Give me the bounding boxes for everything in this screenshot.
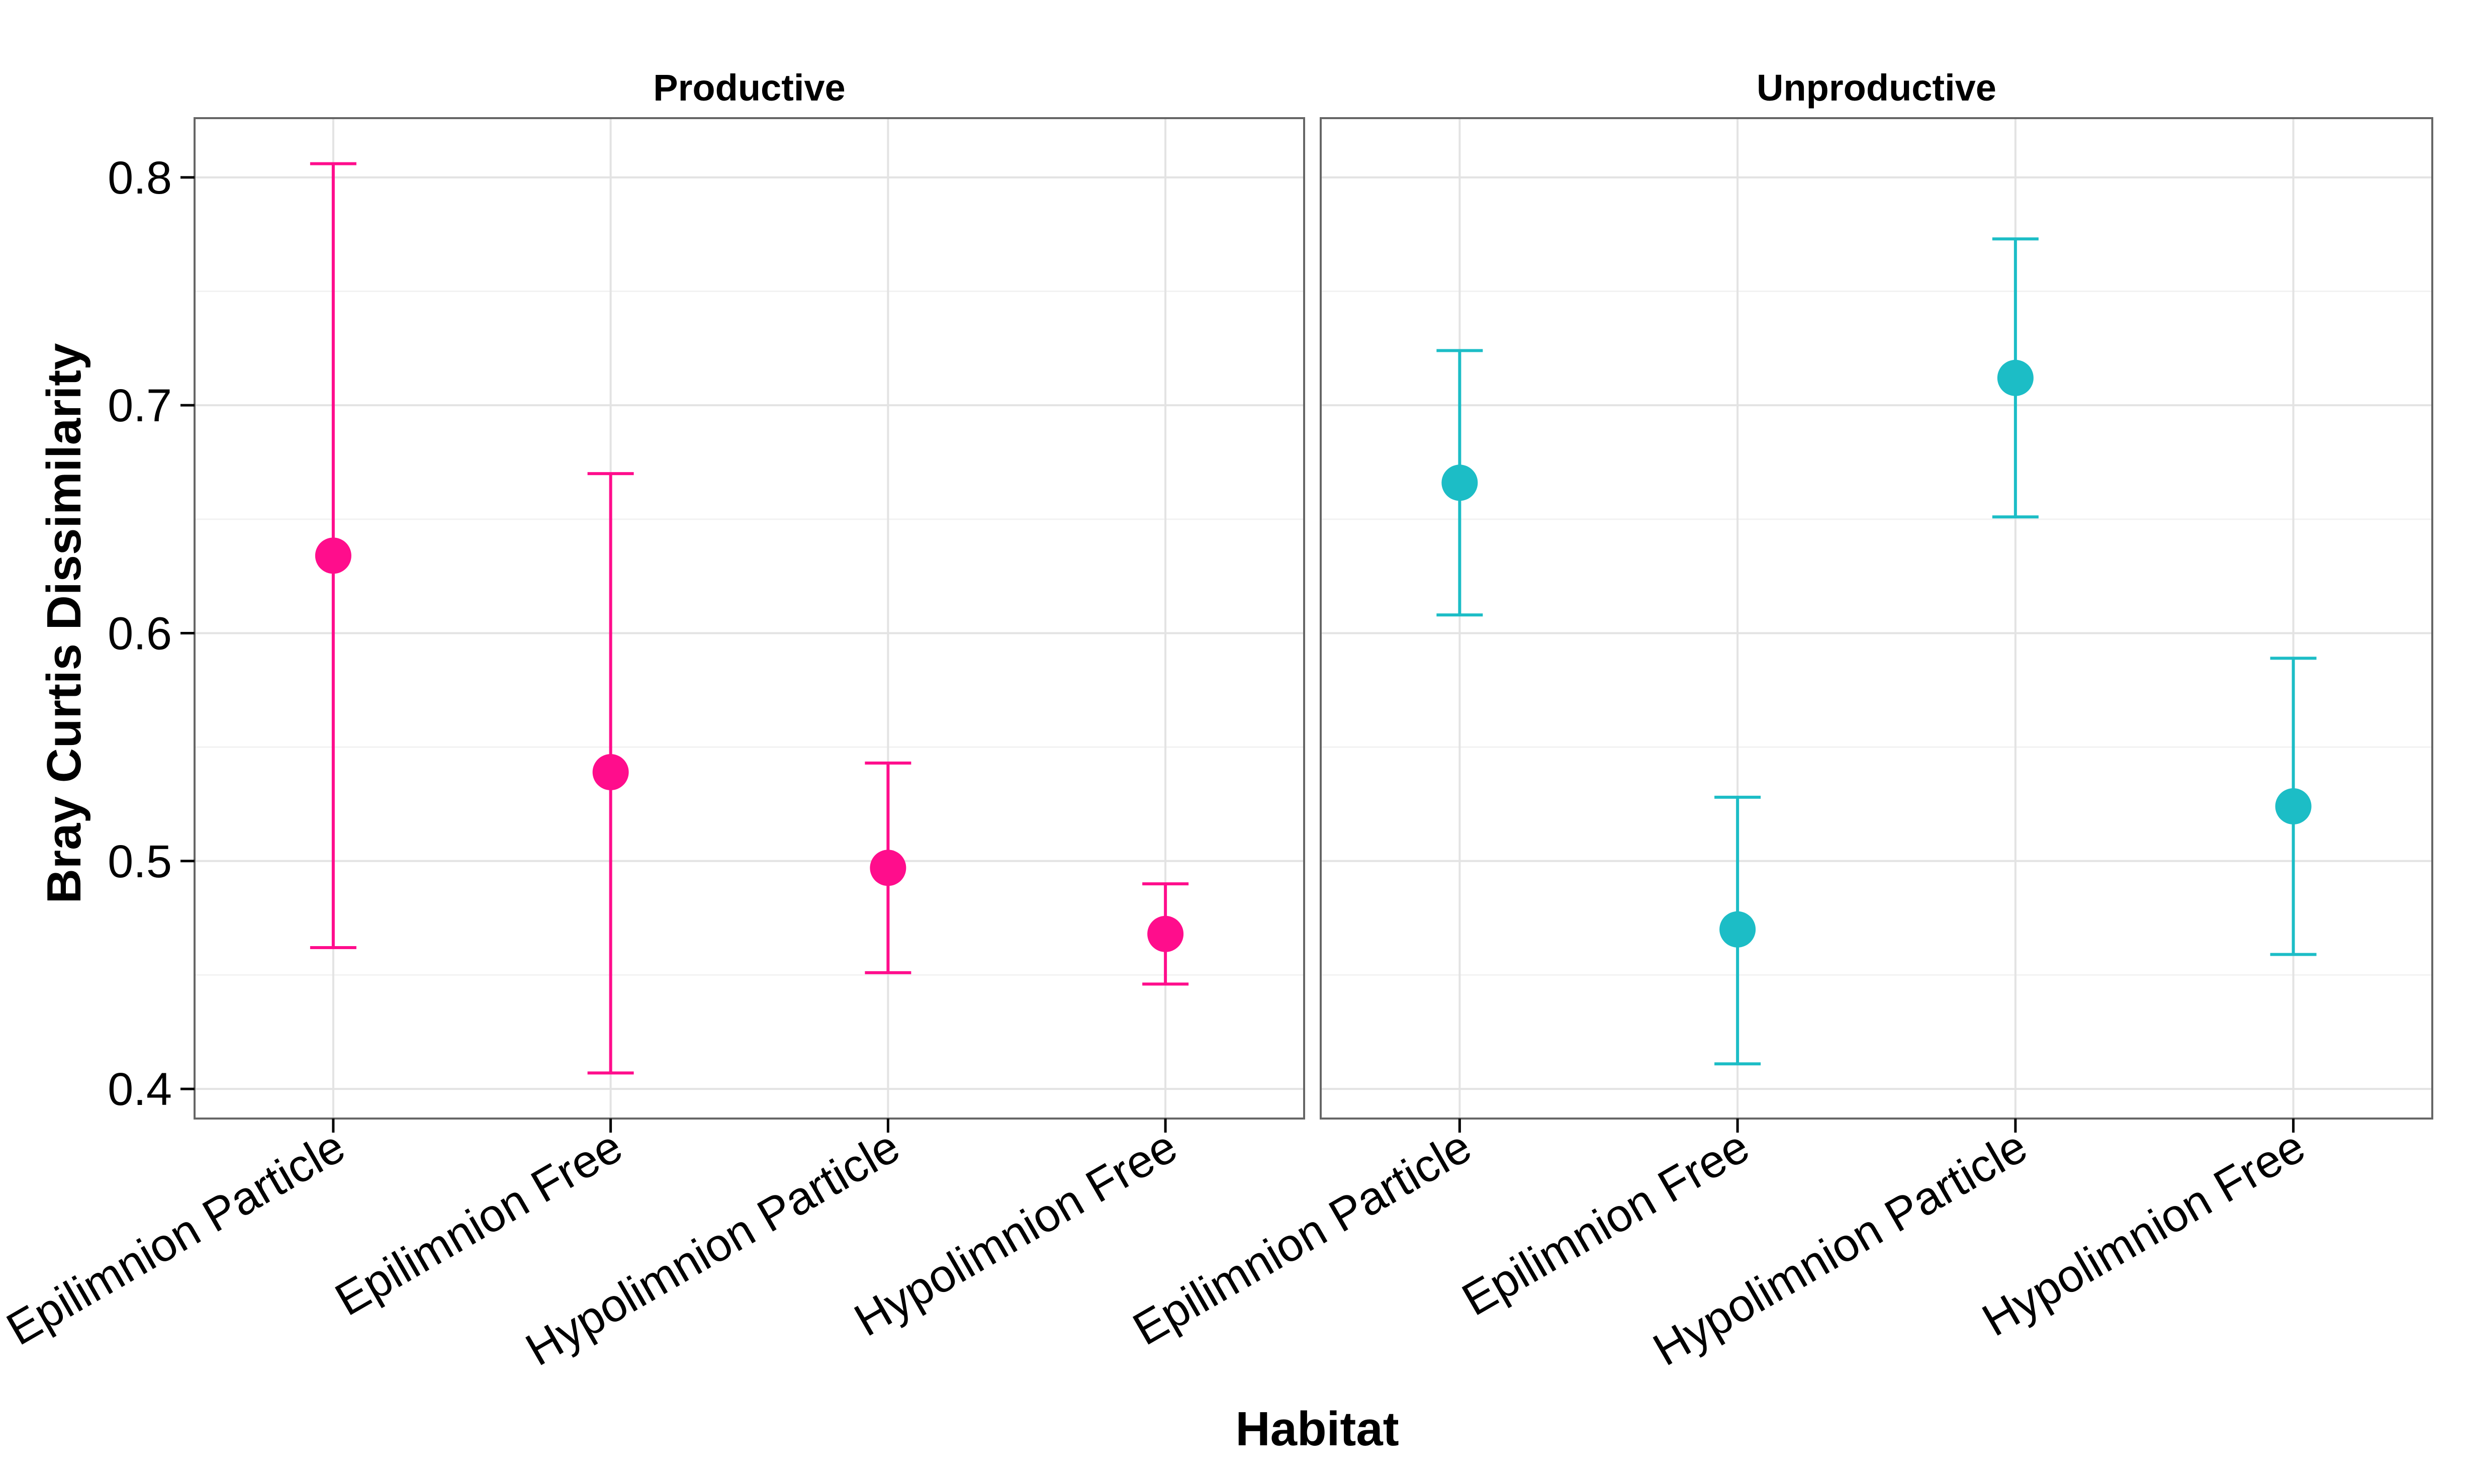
y-tick-label: 0.5 — [108, 836, 172, 887]
y-tick-label: 0.6 — [108, 608, 172, 659]
y-tick-label: 0.8 — [108, 152, 172, 204]
y-tick-label: 0.4 — [108, 1064, 172, 1115]
panel-title: Unproductive — [1757, 67, 1996, 109]
y-tick-label: 0.7 — [108, 380, 172, 431]
panel-title: Productive — [653, 67, 845, 109]
x-axis-title: Habitat — [1235, 1402, 1399, 1456]
data-point — [592, 754, 629, 790]
x-tick-label: Epilimnion Particle — [0, 1121, 353, 1355]
y-axis-title: Bray Curtis Dissimilarity — [37, 343, 91, 903]
panel-background — [1321, 118, 2432, 1119]
panel-border — [194, 117, 1305, 1120]
panel-background — [195, 118, 1304, 1119]
data-point — [870, 850, 906, 886]
data-point — [1719, 911, 1756, 948]
data-point — [2275, 788, 2312, 824]
y-axis: 0.4 0.5 0.6 0.7 0.8 — [108, 152, 195, 1115]
data-point — [1441, 465, 1478, 501]
data-point — [1997, 359, 2034, 396]
panel-border — [1320, 117, 2433, 1120]
data-point — [1147, 915, 1184, 952]
data-point — [315, 537, 351, 574]
